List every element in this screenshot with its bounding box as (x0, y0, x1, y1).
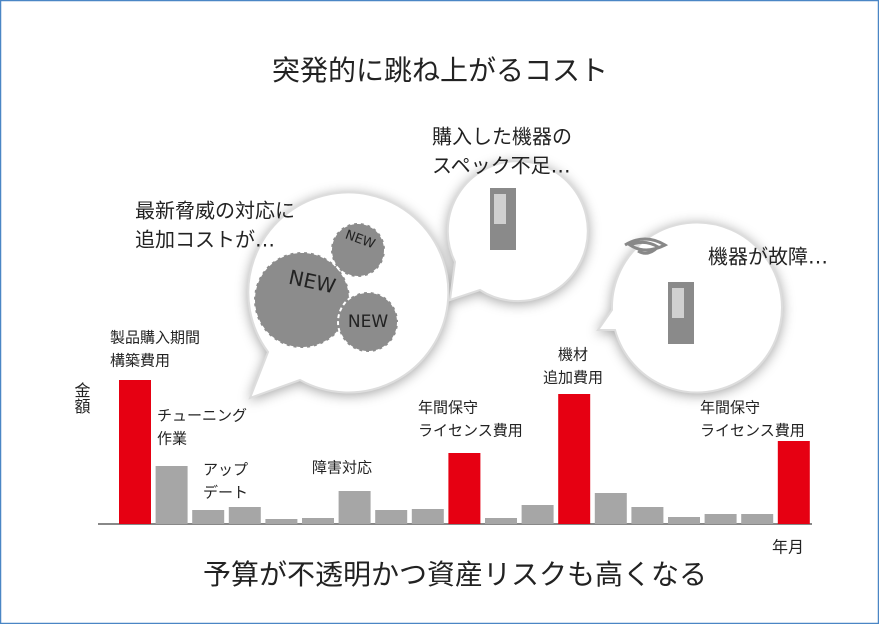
bar-annotation: 製品購入期間 (110, 329, 200, 347)
bar (558, 394, 590, 524)
bar-annotation: 追加費用 (543, 369, 603, 387)
bar (448, 453, 480, 524)
bar (485, 518, 517, 524)
server-panel (494, 194, 506, 224)
bar (522, 505, 554, 524)
bar (119, 380, 151, 524)
bar-annotation: 年間保守 (700, 399, 760, 417)
bar (339, 491, 371, 524)
bar (265, 519, 297, 524)
title: 突発的に跳ね上がるコスト (272, 54, 608, 87)
bar (705, 514, 737, 524)
x-axis-label: 年月 (772, 538, 804, 557)
bar (668, 517, 700, 524)
bubble (448, 161, 588, 301)
bar-annotation: 障害対応 (312, 459, 372, 477)
bar-annotation: 機材 (558, 346, 588, 364)
bar (192, 510, 224, 524)
footer: 予算が不透明かつ資産リスクも高くなる (203, 558, 707, 591)
callout-text: 機器が故障… (708, 245, 828, 269)
bar-annotation: デート (203, 484, 248, 502)
bar (595, 493, 627, 524)
bar (375, 510, 407, 524)
bar (631, 507, 663, 524)
bar (778, 441, 810, 524)
bar-annotation: チューニング (157, 407, 247, 425)
infographic: 突発的に跳ね上がるコスト NEW NEW NEW 金額 年月 予算が不透明かつ資… (0, 0, 879, 624)
bar (741, 514, 773, 524)
y-axis-label: 金額 (72, 382, 91, 414)
new-badge: NEW (348, 312, 388, 332)
callout-text: 追加コストが… (135, 228, 275, 252)
bar (229, 507, 261, 524)
bar (302, 518, 334, 524)
callout-text: 最新脅威の対応に (135, 199, 295, 223)
callout-text: 購入した機器の (432, 125, 572, 149)
callout-text: スペック不足… (432, 154, 571, 178)
bar-annotation: ライセンス費用 (418, 422, 523, 440)
bar-annotation: 構築費用 (110, 352, 170, 370)
bar-annotation: アップ (203, 461, 248, 479)
bar (412, 509, 444, 524)
bar-annotation: 作業 (157, 430, 187, 448)
server-panel (672, 288, 684, 318)
bar-annotation: 年間保守 (418, 399, 478, 417)
bar-annotation: ライセンス費用 (700, 422, 805, 440)
bar (156, 466, 188, 524)
